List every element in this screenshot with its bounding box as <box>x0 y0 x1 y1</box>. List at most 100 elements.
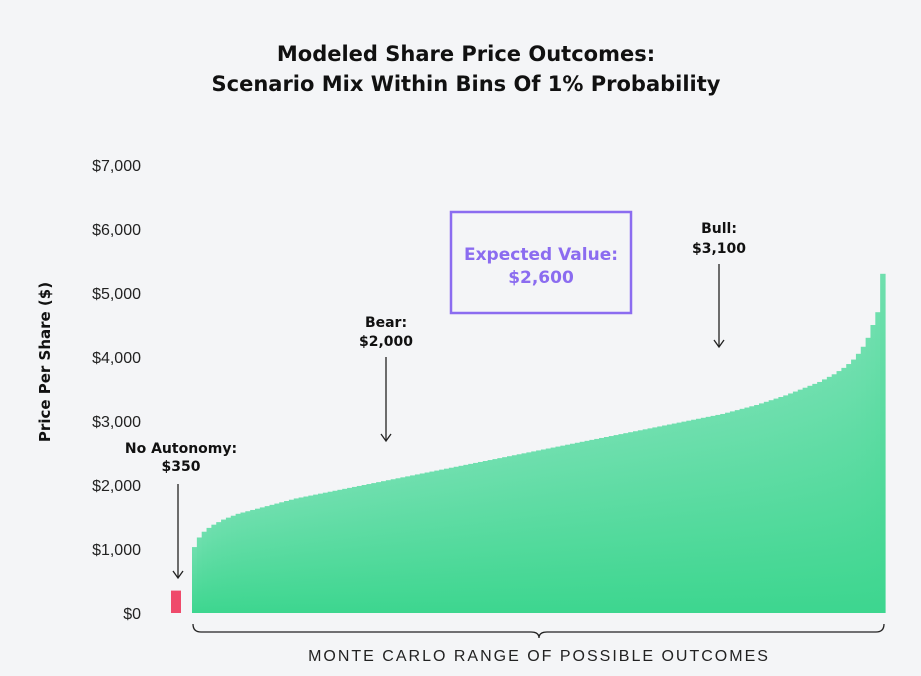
outcome-bar <box>264 506 271 613</box>
y-tick-label: $5,000 <box>92 286 141 303</box>
outcome-bar <box>589 439 595 613</box>
outcome-bar <box>860 346 867 613</box>
outcome-bar <box>482 461 489 613</box>
outcome-bar <box>608 436 615 613</box>
outcome-bar <box>550 447 557 613</box>
no-autonomy-value: $350 <box>162 459 201 475</box>
outcome-bar <box>536 450 542 613</box>
outcome-bar <box>216 522 222 613</box>
y-axis-label: Price Per Share ($) <box>36 282 54 442</box>
outcome-bar <box>453 466 460 613</box>
outcome-bar <box>875 312 881 613</box>
outcome-bar <box>560 445 566 613</box>
outcome-bar <box>613 435 620 613</box>
x-axis-label: MONTE CARLO RANGE OF POSSIBLE OUTCOMES <box>308 648 770 665</box>
outcome-bar <box>734 410 741 613</box>
outcome-bar <box>347 487 353 613</box>
outcome-bar <box>725 412 731 613</box>
outcome-bar <box>792 391 799 613</box>
outcome-bar <box>385 480 392 613</box>
outcome-bar <box>603 437 610 613</box>
outcome-bar <box>531 451 537 613</box>
outcome-bar <box>846 364 852 613</box>
outcome-bar <box>230 515 237 613</box>
outcome-bar <box>381 481 387 613</box>
chart-title-line-2: Scenario Mix Within Bins Of 1% Probabili… <box>212 72 721 96</box>
outcome-bar <box>332 490 338 613</box>
outcome-bar <box>192 547 198 613</box>
outcome-bar <box>448 467 455 613</box>
outcome-bar <box>477 461 484 613</box>
outcome-bar <box>570 443 576 613</box>
outcome-bar <box>836 371 842 613</box>
outcome-bar <box>211 524 217 613</box>
y-tick-label: $2,000 <box>92 478 141 495</box>
outcome-bar <box>768 400 775 613</box>
outcome-bar <box>880 273 886 613</box>
outcome-bar <box>855 353 862 613</box>
outcome-bar <box>463 464 469 613</box>
bull-value: $3,100 <box>692 241 746 257</box>
outcome-bar <box>633 431 639 613</box>
outcome-bar <box>545 448 552 613</box>
outcome-bar <box>642 429 649 613</box>
outcome-bar <box>255 508 261 613</box>
outcome-bar <box>749 406 755 613</box>
outcome-bar <box>250 509 256 613</box>
outcome-bar <box>225 517 232 613</box>
outcome-bar <box>473 462 479 613</box>
outcome-bar <box>618 434 624 613</box>
outcome-bar <box>763 401 770 613</box>
outcome-bar <box>720 413 726 613</box>
no-autonomy-bars <box>171 590 181 613</box>
outcome-bar <box>822 379 828 613</box>
outcome-bar <box>390 479 397 613</box>
outcome-bar <box>405 476 411 613</box>
outcome-bar <box>361 485 368 613</box>
outcome-bar <box>540 449 547 613</box>
outcome-bar <box>865 337 872 613</box>
outcome-bar <box>754 405 760 613</box>
outcome-bar <box>729 411 736 613</box>
outcome-bar <box>410 475 416 613</box>
outcome-bar <box>342 488 348 613</box>
outcome-bar <box>666 424 673 613</box>
outcome-bar <box>351 486 358 613</box>
outcome-bar <box>710 415 716 613</box>
outcome-bar <box>298 497 305 613</box>
y-tick-labels: $0 $1,000 $2,000 $3,000 $4,000 $5,000 $6,000 $7… <box>92 158 141 623</box>
bear-value: $2,000 <box>359 334 413 350</box>
outcome-bar <box>497 458 503 613</box>
outcome-bar <box>812 383 818 613</box>
outcome-bar <box>376 482 382 613</box>
outcome-bar <box>676 422 683 613</box>
outcome-bar <box>599 437 605 613</box>
outcome-bar <box>715 414 721 613</box>
outcome-bar <box>356 485 363 613</box>
outcome-bar <box>303 496 309 613</box>
outcome-bar <box>841 367 847 613</box>
outcome-bar <box>851 359 857 613</box>
outcome-bar <box>196 537 203 613</box>
expected-value-amount: $2,600 <box>508 268 574 288</box>
outcome-bar <box>788 393 794 613</box>
bull-arrow <box>713 264 725 349</box>
outcome-bar <box>458 465 464 613</box>
outcome-bar <box>308 495 314 613</box>
outcome-bar <box>526 452 532 613</box>
outcome-bar <box>594 438 600 613</box>
outcome-bar <box>318 493 324 613</box>
outcome-bar <box>337 489 343 613</box>
outcome-bar <box>322 492 329 613</box>
outcome-bar <box>395 478 401 613</box>
outcome-bar <box>817 381 823 613</box>
outcome-bar <box>802 387 809 613</box>
outcome-bar <box>419 473 426 613</box>
y-tick-label: $3,000 <box>92 414 141 431</box>
outcome-bar <box>507 456 513 613</box>
outcome-bar <box>468 463 474 613</box>
expected-value-box <box>449 210 633 315</box>
outcome-bar <box>739 408 746 613</box>
chart-title-line-1: Modeled Share Price Outcomes: <box>277 42 655 66</box>
